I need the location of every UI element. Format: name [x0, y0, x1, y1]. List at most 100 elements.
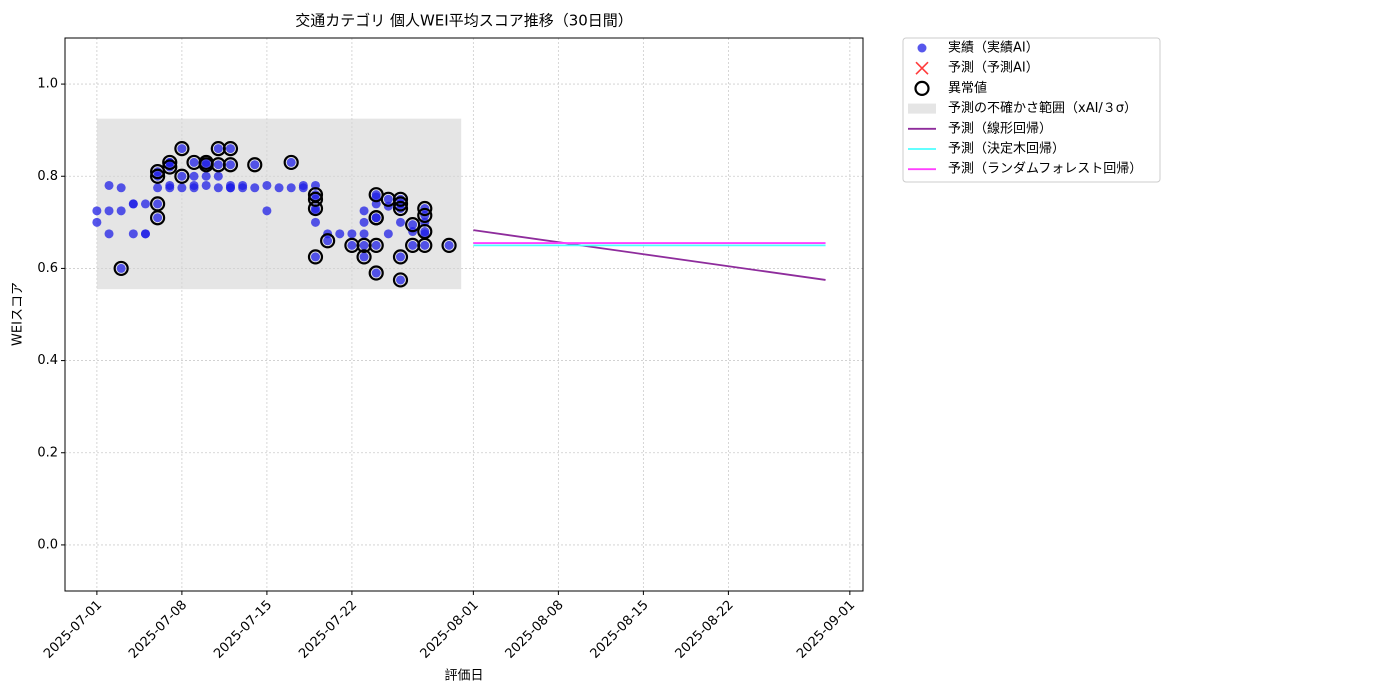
actual-point — [213, 144, 223, 154]
actual-point — [371, 268, 381, 278]
legend-label: 予測（ランダムフォレスト回帰） — [948, 161, 1142, 177]
anomaly-ring — [307, 249, 324, 265]
actual-point — [140, 199, 150, 209]
anomaly-ring — [307, 191, 324, 207]
anomaly-ring — [307, 200, 324, 217]
actual-point — [201, 157, 211, 167]
x-tick-label: 2025-07-01 — [41, 598, 105, 662]
actual-point — [104, 229, 114, 239]
actual-point — [310, 252, 320, 262]
y-tick-label: 0.0 — [37, 537, 58, 552]
actual-point — [201, 180, 211, 190]
anomaly-ring — [368, 237, 384, 253]
actual-point — [225, 144, 235, 154]
actual-point — [92, 217, 102, 227]
actual-point — [274, 183, 284, 193]
actual-point — [177, 171, 187, 181]
y-tick-label: 0.2 — [37, 445, 58, 460]
actual-point — [359, 252, 369, 262]
anomaly-ring — [283, 154, 299, 171]
x-tick-label: 2025-09-01 — [794, 598, 858, 662]
anomaly-ring — [417, 207, 433, 224]
actual-point — [189, 157, 199, 167]
actual-point — [153, 213, 163, 223]
x-tick-label: 2025-08-15 — [588, 598, 652, 662]
actual-point — [298, 180, 308, 190]
actual-point — [201, 171, 211, 181]
anomaly-ring — [356, 249, 372, 265]
x-tick-label: 2025-08-01 — [418, 598, 482, 662]
anomaly-ring — [368, 265, 384, 281]
anomaly-ring — [368, 210, 384, 226]
actual-point — [420, 229, 430, 239]
actual-point — [140, 229, 150, 239]
actual-point — [213, 160, 223, 170]
actual-point — [165, 180, 175, 190]
actual-point — [116, 263, 126, 273]
actual-point — [262, 206, 272, 216]
actual-point — [177, 144, 187, 154]
actual-point — [383, 194, 393, 204]
actual-point — [128, 229, 138, 239]
anomaly-ring — [417, 237, 433, 253]
actual-point — [104, 180, 114, 190]
anomaly-ring — [247, 157, 263, 173]
actual-point — [444, 240, 454, 250]
legend-label: 予測（線形回帰） — [948, 120, 1052, 136]
y-tick-label: 1.0 — [37, 77, 58, 92]
actual-point — [323, 236, 333, 246]
actual-point — [359, 217, 369, 227]
plot-area — [92, 118, 826, 290]
actual-point — [371, 240, 381, 250]
x-tick-label: 2025-08-22 — [673, 598, 737, 662]
x-tick-label: 2025-07-22 — [296, 598, 360, 662]
actual-point — [262, 180, 272, 190]
legend-label: 予測（決定木回帰） — [948, 141, 1065, 157]
actual-point — [335, 229, 345, 239]
anomaly-ring — [320, 233, 336, 249]
actual-point — [189, 171, 199, 181]
anomaly-ring — [162, 159, 178, 175]
actual-point — [116, 183, 126, 193]
actual-point — [371, 192, 381, 202]
actual-point — [250, 160, 260, 170]
legend-swatch — [915, 61, 929, 75]
actual-point — [408, 240, 418, 250]
chart-title: 交通カテゴリ 個人WEI平均スコア推移（30日間） — [295, 12, 633, 30]
actual-point — [213, 171, 223, 181]
actual-point — [286, 183, 296, 193]
legend-label: 予測（予測AI） — [948, 61, 1039, 76]
anomaly-ring — [162, 154, 178, 171]
actual-point — [347, 240, 357, 250]
anomaly-ring — [150, 210, 166, 226]
y-tick-label: 0.6 — [37, 261, 58, 276]
anomaly-ring — [113, 260, 129, 277]
x-tick-label: 2025-07-08 — [126, 598, 190, 662]
actual-point — [395, 252, 405, 262]
actual-point — [128, 199, 138, 209]
actual-point — [238, 180, 248, 190]
anomaly-ring — [174, 141, 190, 157]
legend-box — [902, 37, 1161, 183]
actual-point — [347, 229, 357, 239]
actual-point — [92, 206, 102, 216]
x-tick-label: 2025-07-15 — [211, 598, 275, 662]
anomaly-ring — [392, 272, 409, 288]
actual-point — [383, 229, 393, 239]
x-tick-label: 2025-08-08 — [503, 598, 567, 662]
actual-point — [371, 213, 381, 223]
actual-point — [359, 206, 369, 216]
legend-swatch — [908, 103, 936, 114]
y-tick-label: 0.8 — [37, 169, 58, 184]
actual-point — [213, 183, 223, 193]
actual-point — [286, 157, 296, 167]
legend-label: 実績（実績AI） — [948, 40, 1039, 56]
legend-swatch — [917, 43, 927, 53]
anomaly-ring — [392, 196, 409, 212]
anomaly-ring — [417, 200, 433, 217]
legend-label: 予測の不確かさ範囲（xAI/３σ） — [948, 100, 1137, 116]
actual-point — [395, 217, 405, 227]
actual-point — [189, 180, 199, 190]
